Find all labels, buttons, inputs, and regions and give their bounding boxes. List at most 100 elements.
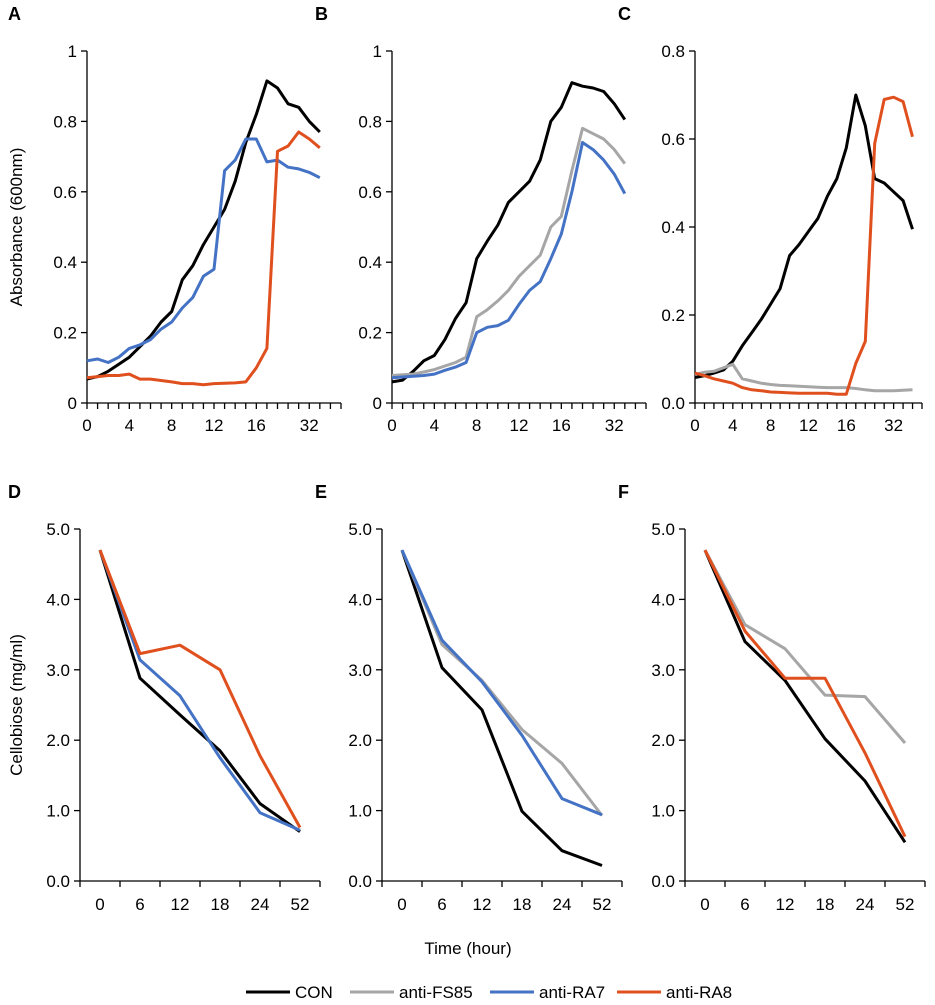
series-line-b-anti-fs85 (391, 126, 626, 377)
series-line-e-anti-ra7 (400, 549, 603, 817)
x-tick-label-e: 12 (473, 895, 492, 914)
series-line-a-con (86, 79, 321, 381)
y-tick-label-b: 0.4 (358, 253, 382, 272)
series-line-f-anti-fs85 (703, 549, 907, 744)
y-tick-label-e: 5.0 (348, 520, 372, 539)
x-tick-label-f: 24 (856, 895, 875, 914)
panel-letter-c: C (618, 4, 631, 24)
y-tick-label-c: 0.6 (661, 130, 685, 149)
series-line-e-anti-fs85 (400, 549, 604, 817)
y-tick-label-a: 0.6 (53, 183, 77, 202)
series-line-f-anti-ra8 (703, 549, 907, 838)
series-line-c-anti-fs85 (694, 362, 913, 393)
y-tick-label-f: 2.0 (651, 731, 675, 750)
y-tick-label-d: 2.0 (46, 731, 70, 750)
y-tick-label-f: 1.0 (651, 802, 675, 821)
panel-e: E 0.0 1.0 2.0 3.0 4.0 5.0 0 6 12 18 24 52 (315, 482, 623, 914)
y-tick-label-b: 0.8 (358, 112, 382, 131)
x-tick-label-b: 0 (387, 416, 396, 435)
y-tick-label-b: 1 (373, 42, 382, 61)
x-tick-label-d: 6 (135, 895, 144, 914)
y-tick-label-a: 0.2 (53, 324, 77, 343)
y-tick-label-f: 3.0 (651, 661, 675, 680)
x-tick-label-e: 24 (553, 895, 572, 914)
x-tick-label-c: 0 (690, 416, 699, 435)
x-tick-label-b: 4 (430, 416, 439, 435)
series-line-f-con (703, 549, 907, 844)
panel-f: F 0.0 1.0 2.0 3.0 4.0 5.0 0 6 12 18 24 52 (618, 482, 926, 914)
series-line-d-anti-ra7 (98, 549, 301, 832)
panel-d: D 0.0 1.0 2.0 3.0 4.0 5.0 0 6 12 18 24 52 Cellobiose … (7, 482, 321, 914)
series-line-d-anti-ra8 (98, 549, 302, 829)
series-line-e-con (400, 549, 603, 867)
x-tick-label-c: 32 (884, 416, 903, 435)
panel-letter-d: D (8, 482, 21, 502)
y-tick-label-a: 0.8 (53, 112, 77, 131)
y-tick-label-e: 1.0 (348, 802, 372, 821)
y-tick-label-d: 3.0 (46, 661, 70, 680)
legend-label-anti-ra7: anti-RA7 (539, 983, 605, 1002)
x-axis-title: Time (hour) (424, 939, 511, 958)
y-tick-label-b: 0.6 (358, 183, 382, 202)
x-tick-label-a: 12 (205, 416, 224, 435)
legend-label-con: CON (295, 983, 333, 1002)
series-line-a-anti-ra7 (86, 137, 321, 364)
x-tick-label-b: 32 (605, 416, 624, 435)
x-tick-label-e: 52 (593, 895, 612, 914)
x-tick-label-a: 0 (82, 416, 91, 435)
y-tick-label-f: 0.0 (651, 872, 675, 891)
series-line-c-con (694, 93, 914, 379)
x-tick-label-e: 0 (397, 895, 406, 914)
y-tick-label-b: 0.2 (358, 324, 382, 343)
x-tick-label-b: 12 (510, 416, 529, 435)
panel-a: A 0 0.2 0.4 0.6 0.8 1 0 4 8 12 16 32 Absorbance (600n… (7, 4, 342, 435)
x-tick-label-b: 8 (472, 416, 481, 435)
panel-letter-b: B (315, 4, 328, 24)
x-tick-label-d: 24 (251, 895, 270, 914)
y-tick-label-c: 0.0 (661, 394, 685, 413)
x-tick-label-c: 4 (728, 416, 737, 435)
y-tick-label-c: 0.2 (661, 306, 685, 325)
x-tick-label-f: 0 (700, 895, 709, 914)
y-tick-label-c: 0.4 (661, 218, 685, 237)
x-tick-label-a: 4 (125, 416, 134, 435)
series-line-a-anti-ra8 (86, 130, 321, 387)
x-tick-label-d: 52 (291, 895, 310, 914)
y-tick-label-d: 1.0 (46, 802, 70, 821)
x-tick-label-f: 6 (740, 895, 749, 914)
x-tick-label-a: 16 (247, 416, 266, 435)
y-tick-label-a: 0.4 (53, 253, 77, 272)
legend: CON anti-FS85 anti-RA7 anti-RA8 (246, 983, 732, 1002)
y-tick-label-e: 4.0 (348, 590, 372, 609)
x-tick-label-f: 12 (776, 895, 795, 914)
y-tick-label-e: 2.0 (348, 731, 372, 750)
x-tick-label-c: 16 (837, 416, 856, 435)
y-tick-label-a: 0 (68, 394, 77, 413)
x-tick-label-a: 32 (300, 416, 319, 435)
y-tick-label-a: 1 (68, 42, 77, 61)
x-tick-label-a: 8 (167, 416, 176, 435)
series-line-b-con (391, 81, 627, 384)
x-tick-label-d: 12 (171, 895, 190, 914)
x-tick-label-d: 18 (211, 895, 230, 914)
y-tick-label-b: 0 (373, 394, 382, 413)
x-tick-label-d: 0 (95, 895, 104, 914)
y-axis-title-d: Cellobiose (mg/ml) (7, 634, 26, 776)
series-line-b-anti-ra7 (391, 141, 627, 380)
y-tick-label-d: 5.0 (46, 520, 70, 539)
y-tick-label-e: 0.0 (348, 872, 372, 891)
y-tick-label-e: 3.0 (348, 661, 372, 680)
y-tick-label-d: 4.0 (46, 590, 70, 609)
y-axis-title-a: Absorbance (600nm) (7, 148, 26, 307)
y-tick-label-f: 5.0 (651, 520, 675, 539)
legend-label-anti-fs85: anti-FS85 (399, 983, 473, 1002)
y-tick-label-d: 0.0 (46, 872, 70, 891)
y-tick-label-f: 4.0 (651, 590, 675, 609)
panel-b: B 0 0.2 0.4 0.6 0.8 1 0 4 8 12 16 32 (315, 4, 647, 435)
series-line-c-anti-ra8 (694, 95, 914, 396)
panel-letter-f: F (618, 482, 629, 502)
x-tick-label-c: 8 (766, 416, 775, 435)
panel-letter-a: A (8, 4, 21, 24)
